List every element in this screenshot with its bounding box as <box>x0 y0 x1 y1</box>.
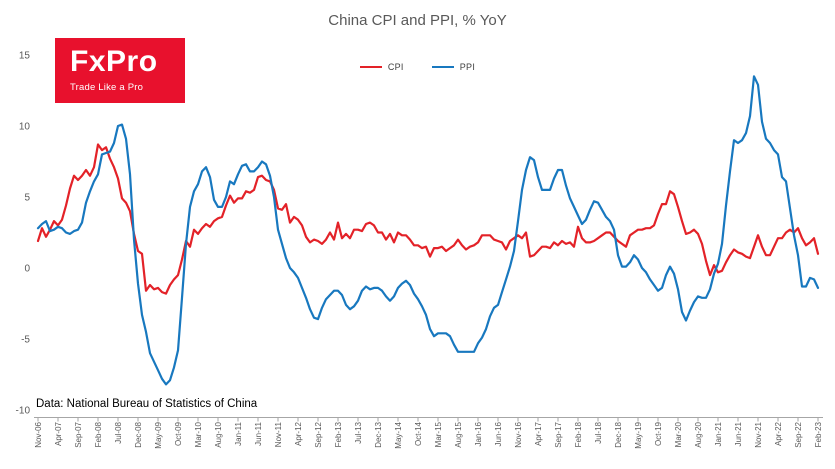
x-axis-tick-label: Apr-12 <box>294 421 303 446</box>
x-axis-tick-label: Nov-11 <box>274 421 283 447</box>
y-axis-tick-label: -10 <box>16 406 31 417</box>
chart-title: China CPI and PPI, % YoY <box>328 12 507 29</box>
fxpro-logo-tagline: Trade Like a Pro <box>70 82 144 93</box>
legend-item-ppi: PPI <box>431 62 476 72</box>
x-axis-tick-label: Nov-16 <box>514 421 523 447</box>
x-axis-tick-label: Aug-20 <box>694 421 703 447</box>
x-axis-tick-label: Apr-17 <box>534 421 543 446</box>
x-axis-tick-label: May-19 <box>634 421 643 448</box>
x-axis-tick-label: Mar-15 <box>434 421 443 447</box>
x-axis-tick-label: Jun-16 <box>494 421 503 446</box>
x-axis-tick-label: Sep-12 <box>314 421 323 447</box>
x-axis-tick-label: Feb-23 <box>814 421 823 447</box>
x-axis-tick-label: Dec-13 <box>374 421 383 447</box>
x-axis-tick-label: Mar-10 <box>194 421 203 447</box>
y-axis-tick-label: 15 <box>19 51 31 62</box>
x-axis-tick-label: Jan-11 <box>234 421 243 445</box>
x-axis-tick-label: May-09 <box>154 421 163 448</box>
data-source-note: Data: National Bureau of Statistics of C… <box>36 398 258 410</box>
x-axis-tick-label: Dec-18 <box>614 421 623 447</box>
x-axis-tick-label: Mar-20 <box>674 421 683 447</box>
x-axis-tick-label: Sep-07 <box>74 421 83 447</box>
x-axis-tick-label: Apr-22 <box>774 421 783 446</box>
x-axis-tick-label: Aug-15 <box>454 421 463 447</box>
y-axis-tick-label: 10 <box>19 122 31 133</box>
legend-label-ppi: PPI <box>459 62 476 72</box>
x-axis-tick-label: Feb-08 <box>94 421 103 447</box>
x-axis-tick-label: Jun-11 <box>254 421 263 445</box>
x-axis-tick-label: Dec-08 <box>134 421 143 447</box>
ppi-line-swatch <box>431 65 454 69</box>
x-axis-tick-label: Oct-09 <box>174 421 183 446</box>
x-axis-tick-label: Oct-14 <box>414 421 423 446</box>
x-axis-tick-label: Jul-13 <box>354 421 363 443</box>
x-axis-tick-label: May-14 <box>394 421 403 448</box>
x-axis-tick-label: Oct-19 <box>654 421 663 446</box>
x-axis-tick-label: Sep-17 <box>554 421 563 447</box>
legend-label-cpi: CPI <box>387 62 404 72</box>
x-axis-tick-label: Jun-21 <box>734 421 743 446</box>
fxpro-logo: FxPro Trade Like a Pro <box>55 38 185 103</box>
fxpro-logo-wordmark: FxPro <box>70 45 158 78</box>
y-axis-tick-label: 5 <box>24 193 30 204</box>
x-axis-tick-label: Jul-08 <box>114 421 123 443</box>
x-axis-tick-label: Nov-06 <box>34 421 43 447</box>
cpi-line-swatch <box>359 65 382 69</box>
y-axis-tick-label: 0 <box>24 264 30 275</box>
ppi-series-line <box>36 75 820 386</box>
x-axis-tick-label: Feb-13 <box>334 421 343 447</box>
x-axis-tick-label: Feb-18 <box>574 421 583 447</box>
legend-item-cpi: CPI <box>359 62 404 72</box>
chart-legend: CPI PPI <box>0 62 835 72</box>
x-axis-tick-label: Aug-10 <box>214 421 223 447</box>
x-axis-tick-label: Jan-21 <box>714 421 723 446</box>
x-axis-tick-label: Sep-22 <box>794 421 803 447</box>
y-axis-tick-label: -5 <box>21 335 30 346</box>
x-axis-tick-label: Apr-07 <box>54 421 63 446</box>
x-axis-tick-label: Jan-16 <box>474 421 483 446</box>
x-axis-tick-label: Nov-21 <box>754 421 763 447</box>
x-axis-tick-label: Jul-18 <box>594 421 603 443</box>
cpi-series-line <box>36 143 820 295</box>
